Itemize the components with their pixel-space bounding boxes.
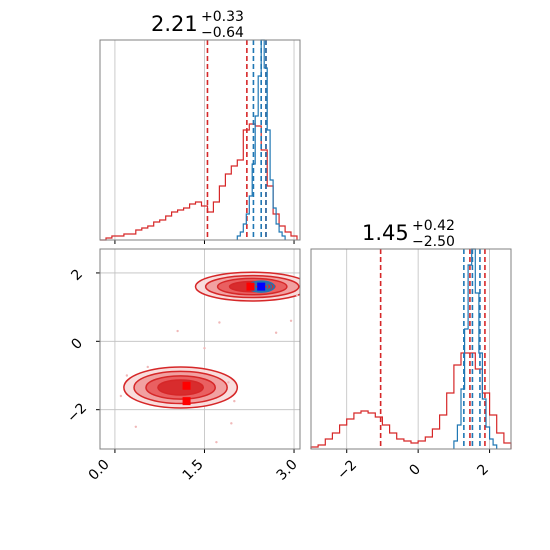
scatter-point-13: [218, 321, 221, 324]
title-param-2-minus: −2.50: [412, 234, 455, 250]
marker-red-1: [182, 397, 191, 406]
scatter-point-1: [134, 425, 138, 428]
tl-hist-series-0: [100, 123, 298, 241]
scatter-point-11: [176, 329, 179, 333]
contour-plot-area: [100, 249, 300, 449]
title-param-2-plus: +0.42: [412, 218, 455, 234]
title-param-1-value: 2.21: [151, 12, 198, 36]
br-hist-series-1: [453, 248, 498, 449]
tl-frame: [99, 39, 301, 241]
scatter-point-5: [233, 399, 236, 403]
contour-series-0-mode-1-level-3: [157, 379, 205, 396]
scatter-point-2: [146, 365, 149, 369]
y-tick-label-0: −2: [64, 400, 90, 426]
histogram-panel-param-1: [99, 39, 301, 244]
scatter-point-10: [203, 346, 206, 350]
title-param-1-minus: −0.64: [201, 25, 244, 41]
x2-tick-label-0: −2: [334, 457, 360, 483]
x-tick-label-1: 1.5: [180, 457, 207, 484]
br-frame: [310, 248, 512, 450]
marker-blue-0: [257, 282, 266, 291]
br-hist-series-0: [310, 352, 512, 449]
x-tick-label-0: 0.0: [86, 457, 113, 484]
title-param-1-plus: +0.33: [201, 9, 244, 25]
marker-red-0: [182, 381, 191, 390]
scatter-point-9: [119, 394, 123, 398]
scatter-point-8: [227, 381, 230, 384]
scatter-point-0: [125, 374, 129, 377]
scatter-point-6: [289, 319, 293, 322]
marker-red-2: [246, 282, 255, 291]
contour-panel-2d: [96, 248, 301, 453]
x-tick-label-2: 3.0: [274, 457, 301, 484]
bl-frame: [99, 248, 301, 450]
y-tick-label-2: 2: [68, 266, 86, 284]
x2-tick-label-1: 0: [406, 461, 424, 479]
scatter-point-4: [230, 422, 233, 425]
scatter-point-3: [215, 440, 218, 444]
title-param-2-value: 1.45: [362, 221, 409, 245]
x2-tick-label-2: 2: [474, 461, 492, 479]
scatter-point-12: [274, 331, 278, 334]
histogram-panel-param-2: [310, 248, 512, 453]
scatter-point-7: [295, 293, 299, 297]
y-tick-label-1: 0: [68, 335, 86, 353]
